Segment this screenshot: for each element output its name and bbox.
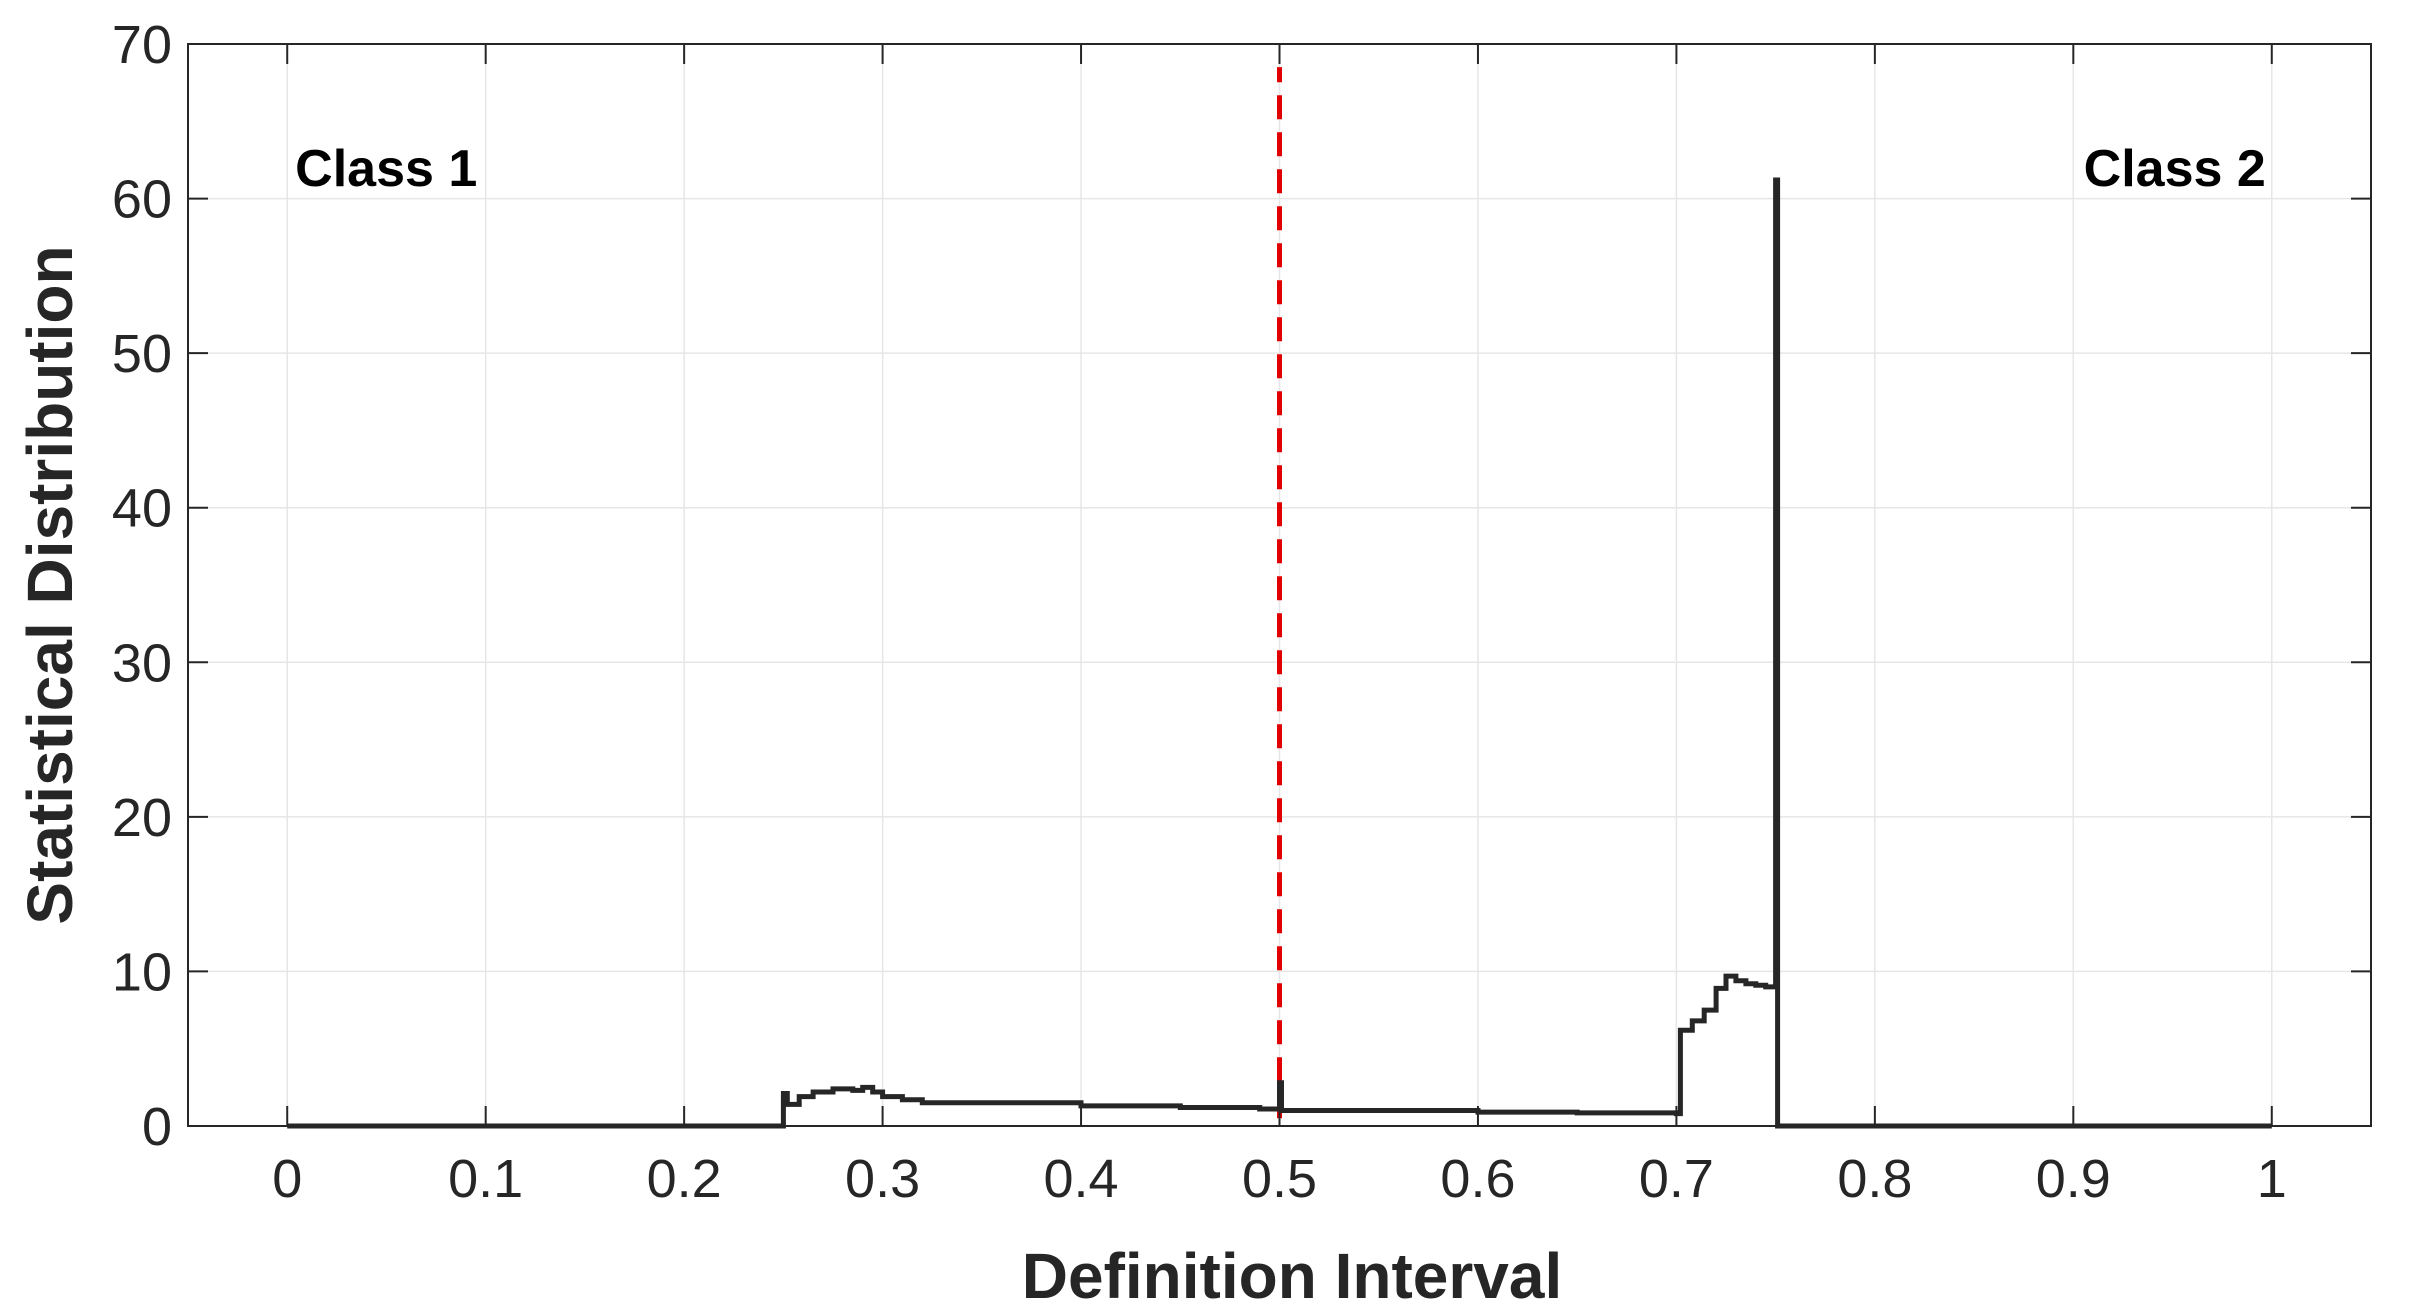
y-axis-title: Statistical Distribution [14, 245, 86, 924]
y-tick-label: 30 [112, 633, 172, 693]
distribution-series [287, 177, 2272, 1129]
x-tick-label: 0 [272, 1149, 302, 1209]
x-tick-label: 0.4 [1044, 1149, 1119, 1209]
x-tick-label: 0.8 [1837, 1149, 1912, 1209]
x-tick-label: 0.1 [448, 1149, 523, 1209]
y-tick-label: 20 [112, 788, 172, 848]
x-tick-label: 0.3 [845, 1149, 920, 1209]
data-layer: Class 1 Class 2 [287, 67, 2272, 1129]
y-tick-label: 0 [142, 1097, 172, 1157]
y-tick-label: 40 [112, 479, 172, 539]
y-tick-label: 60 [112, 170, 172, 230]
x-tick-label: 1 [2257, 1149, 2287, 1209]
y-tick-label: 50 [112, 324, 172, 384]
x-axis-title: Definition Interval [1022, 1240, 1563, 1312]
y-tick-label: 10 [112, 942, 172, 1002]
x-tick-label: 0.5 [1242, 1149, 1317, 1209]
class-annotation: Class 1 [295, 140, 477, 198]
axis-ticks [188, 43, 2371, 1127]
x-tick-label: 0.6 [1440, 1149, 1515, 1209]
x-tick-label: 0.2 [647, 1149, 722, 1209]
class-annotation: Class 2 [2084, 140, 2266, 198]
axis-labels: 0 0.1 0.2 0.3 0.4 0.5 0.6 0.7 0.8 0.9 101020304050… [112, 15, 2287, 1209]
x-tick-label: 0.7 [1639, 1149, 1714, 1209]
y-tick-label: 70 [112, 15, 172, 75]
x-tick-label: 0.9 [2036, 1149, 2111, 1209]
